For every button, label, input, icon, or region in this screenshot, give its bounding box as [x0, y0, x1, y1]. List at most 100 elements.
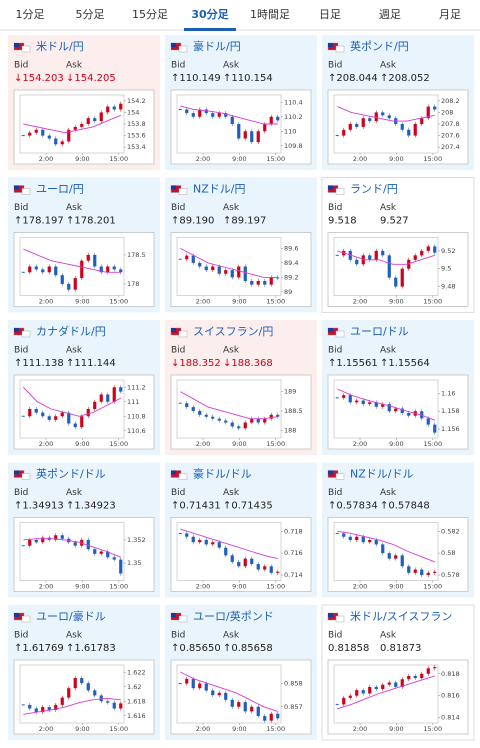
- candle: [368, 118, 372, 122]
- candle: [34, 409, 38, 413]
- rate-card[interactable]: ランド/円 Bid Ask 9.518 9.527 9.52 9.5 9.48 2:00 9:00…: [321, 177, 475, 313]
- flag-icon-back: [21, 330, 31, 338]
- y-tick-label: 9.48: [441, 283, 455, 291]
- flag-icon-back: [21, 45, 31, 53]
- x-tick-label: 15:00: [109, 725, 128, 733]
- candle: [47, 707, 51, 710]
- candle: [204, 683, 208, 691]
- rate-card[interactable]: カナダドル/円 Bid Ask↑111.138 ↑111.144 111.2 111 110…: [8, 320, 160, 455]
- x-tick-label: 2:00: [39, 583, 54, 591]
- x-tick-label: 2:00: [353, 583, 368, 591]
- ask-value: ↑111.144: [66, 358, 116, 369]
- rate-card[interactable]: NZドル/ドル Bid Ask↑0.57834 ↑0.57848 0.582 0.58 0.…: [322, 462, 474, 598]
- rate-card[interactable]: 米ドル/スイスフラン Bid Ask 0.81858 0.81873 0.818 0.816…: [321, 604, 475, 741]
- tab[interactable]: 1時間足: [250, 8, 290, 21]
- ask-label: Ask: [380, 346, 397, 356]
- candle: [407, 675, 411, 680]
- candle: [387, 553, 391, 559]
- tab[interactable]: 15分足: [132, 8, 168, 21]
- tab[interactable]: 5分足: [76, 8, 105, 21]
- candle: [355, 124, 359, 127]
- pair-name: 米ドル/スイスフラン: [350, 610, 452, 623]
- rate-card[interactable]: 豪ドル/ドル Bid Ask↑0.71431 ↑0.71435 0.718 0.716 0.…: [165, 462, 317, 598]
- candle: [263, 566, 267, 570]
- pair-name: 米ドル/円: [36, 40, 84, 53]
- candle: [191, 678, 195, 689]
- candle: [54, 266, 58, 276]
- candle: [243, 266, 247, 281]
- y-tick-label: 111.2: [127, 383, 146, 391]
- tab[interactable]: 1分足: [16, 8, 45, 21]
- rate-card[interactable]: ユーロ/ドル Bid Ask↑1.15561 ↑1.15564 1.16 1.158 1.1…: [322, 320, 474, 455]
- candle: [224, 547, 228, 556]
- rate-card[interactable]: 米ドル/円 Bid Ask↓154.203 ↓154.205 154.2 154 153.8…: [8, 35, 160, 170]
- candle: [54, 416, 58, 420]
- candle: [394, 555, 398, 559]
- candle: [21, 271, 25, 273]
- rate-card[interactable]: スイスフラン/円 Bid Ask↓188.352 ↓188.368 189 188.5 18…: [165, 320, 317, 455]
- candle: [387, 255, 391, 278]
- tab[interactable]: 30分足: [191, 7, 229, 21]
- moving-average: [337, 388, 435, 421]
- x-tick-label: 15:00: [266, 440, 285, 448]
- candle: [381, 112, 385, 116]
- tab[interactable]: 週足: [379, 8, 401, 21]
- candle: [198, 109, 202, 117]
- candle: [394, 277, 398, 287]
- candle: [420, 673, 424, 679]
- candle: [276, 713, 280, 719]
- rate-card[interactable]: ユーロ/豪ドル Bid Ask↑1.61769 ↑1.61783 1.622 1.62 1.…: [8, 605, 160, 740]
- flag-icon-part: [14, 613, 19, 617]
- ask-value: ↑0.57848: [380, 501, 430, 512]
- candle: [41, 412, 45, 417]
- candle: [400, 679, 404, 687]
- candle: [335, 397, 339, 399]
- tab[interactable]: 月足: [439, 8, 461, 21]
- candle: [185, 678, 189, 684]
- x-tick-label: 9:00: [75, 298, 90, 306]
- candle: [198, 410, 202, 415]
- candle: [342, 395, 346, 398]
- candle: [413, 124, 417, 136]
- rate-card[interactable]: 英ポンド/ドル Bid Ask↑1.34913 ↑1.34923 1.352 1.35 2:…: [8, 462, 160, 598]
- rate-card[interactable]: 英ポンド/円 Bid Ask↑208.044 ↑208.052 208.2 208 207.…: [322, 35, 474, 170]
- ask-label: Ask: [223, 61, 240, 71]
- ask-label: Ask: [66, 203, 83, 213]
- candle: [99, 394, 103, 402]
- x-tick-label: 15:00: [109, 155, 128, 163]
- tab[interactable]: 日足: [319, 8, 341, 21]
- candle: [250, 706, 254, 712]
- pair-name: カナダドル/円: [36, 324, 106, 338]
- candle: [433, 246, 437, 253]
- bid-value: ↑111.138: [14, 358, 64, 369]
- rate-card[interactable]: NZドル/円 Bid Ask ↑89.190 ↑89.197 89.6 89.4 89.2 89…: [165, 177, 317, 313]
- y-tick-label: 178: [127, 280, 139, 288]
- y-tick-label: 1.156: [441, 425, 460, 433]
- candle: [93, 549, 97, 554]
- y-tick-label: 0.814: [441, 714, 460, 722]
- rate-card[interactable]: ユーロ/英ポンド Bid Ask↑0.85650 ↑0.85658 0.858 0.857…: [165, 605, 317, 740]
- bid-label: Bid: [14, 203, 28, 213]
- candle: [178, 683, 182, 685]
- candle: [211, 266, 215, 271]
- candle: [342, 697, 346, 705]
- candle: [355, 536, 359, 541]
- candle: [426, 246, 430, 251]
- ask-value: ↑110.154: [223, 73, 273, 84]
- candle: [263, 418, 267, 423]
- candle: [73, 678, 77, 689]
- rate-card[interactable]: 豪ドル/円 Bid Ask↑110.149 ↑110.154 110.4 110.2 110…: [165, 35, 317, 170]
- candle: [41, 269, 45, 273]
- rate-card[interactable]: ユーロ/円 Bid Ask↑178.197 ↑178.201 178.5 178 2:00 9…: [8, 177, 160, 313]
- moving-average: [180, 528, 278, 560]
- y-tick-label: 189: [284, 388, 296, 396]
- candle: [426, 668, 430, 674]
- moving-average: [23, 248, 121, 273]
- y-tick-label: 0.716: [284, 549, 303, 557]
- candle: [217, 418, 221, 421]
- y-tick-label: 0.718: [284, 527, 303, 535]
- candle: [269, 566, 273, 573]
- y-tick-label: 153.6: [127, 132, 146, 140]
- candle: [250, 131, 254, 143]
- flag-icon-part: [14, 43, 19, 47]
